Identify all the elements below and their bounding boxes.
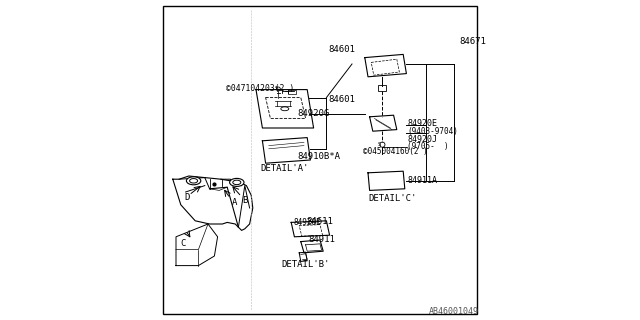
Text: 84910B*A: 84910B*A — [298, 152, 340, 161]
Text: 84601: 84601 — [329, 45, 355, 54]
Text: 84671: 84671 — [460, 37, 486, 46]
Ellipse shape — [186, 177, 201, 185]
Text: 84920E: 84920E — [293, 218, 321, 227]
Text: ©047104203(2 ): ©047104203(2 ) — [226, 84, 294, 93]
Text: 84911A: 84911A — [407, 176, 437, 185]
Text: DETAIL'C': DETAIL'C' — [368, 194, 417, 203]
Ellipse shape — [189, 179, 198, 183]
Text: D: D — [184, 193, 189, 202]
Ellipse shape — [380, 142, 385, 147]
Text: ©045004160(2 ): ©045004160(2 ) — [364, 147, 428, 156]
Text: AB46001049: AB46001049 — [429, 308, 479, 316]
Text: B: B — [243, 196, 248, 204]
Bar — [378, 85, 387, 91]
Ellipse shape — [230, 179, 244, 186]
Text: 84601: 84601 — [328, 95, 355, 104]
Text: 84911: 84911 — [308, 235, 335, 244]
Text: S: S — [378, 142, 381, 147]
Text: (9705-  ): (9705- ) — [407, 142, 449, 151]
Text: 84920G: 84920G — [298, 109, 330, 118]
Bar — [288, 90, 296, 94]
Text: 84920J: 84920J — [407, 135, 437, 144]
Ellipse shape — [233, 180, 241, 185]
Text: (9403-9704): (9403-9704) — [407, 127, 458, 136]
Text: S: S — [275, 86, 278, 92]
Text: DETAIL'A': DETAIL'A' — [261, 164, 309, 172]
Text: C: C — [181, 239, 186, 248]
Text: A: A — [232, 198, 237, 207]
Text: 84920E: 84920E — [407, 119, 437, 128]
Text: 84611: 84611 — [307, 217, 333, 226]
Text: DETAIL'B': DETAIL'B' — [282, 260, 330, 269]
Ellipse shape — [276, 87, 280, 91]
